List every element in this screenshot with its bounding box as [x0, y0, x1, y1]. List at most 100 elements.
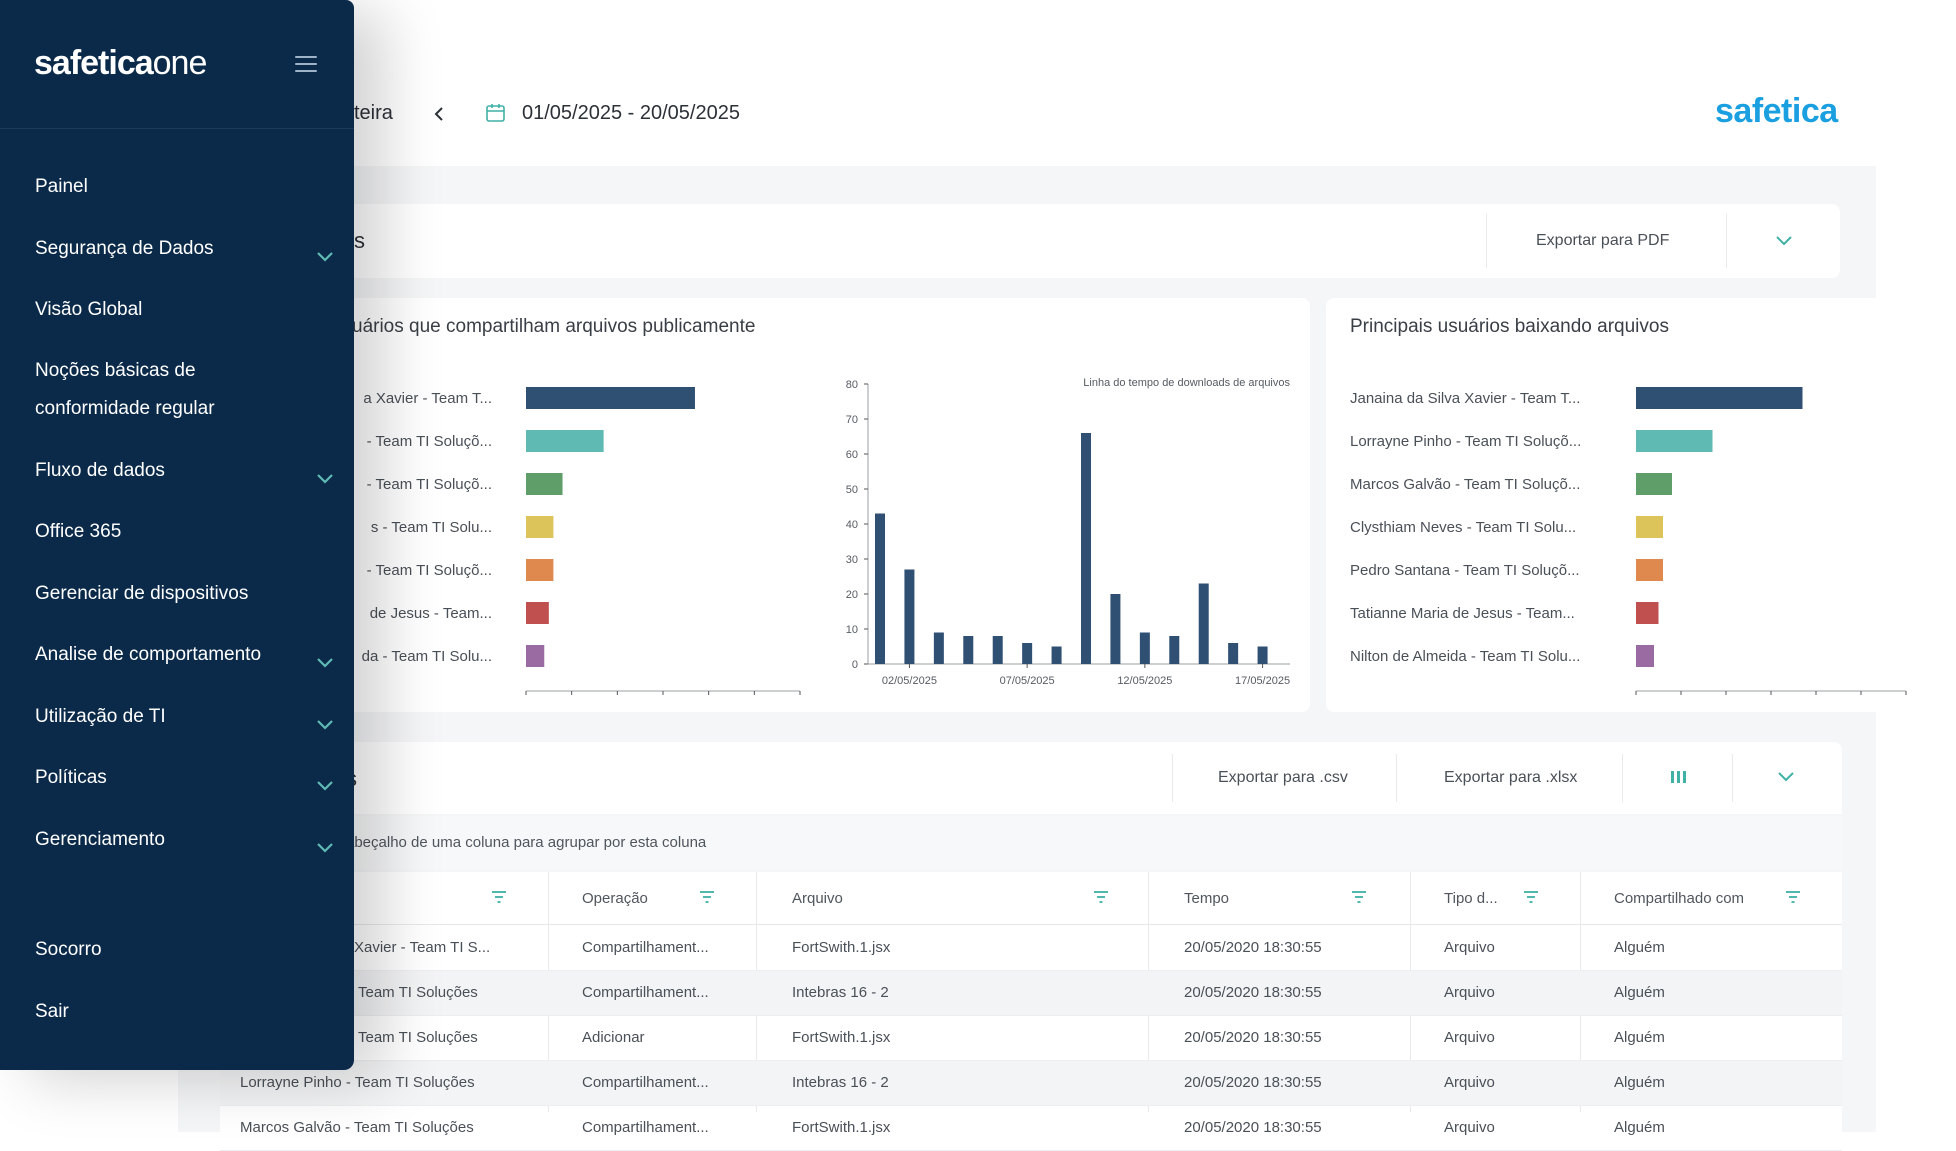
sidebar-item-gerenciar-de-dispositivos[interactable]: Gerenciar de dispositivos [35, 575, 335, 613]
table-cell: Alguém [1614, 1074, 1665, 1091]
chevron-down-icon [315, 769, 335, 791]
y-tick-label: Marcos Galvão - Team TI Soluçõ... [1350, 476, 1580, 493]
filter-icon[interactable] [1092, 889, 1110, 910]
bar [1636, 430, 1713, 452]
bar [1169, 636, 1180, 664]
export-csv-button[interactable]: Exportar para .csv [1218, 769, 1348, 786]
table-cell: FortSwith.1.jsx [792, 939, 891, 956]
y-tick-label: Janaina da Silva Xavier - Team T... [1350, 390, 1580, 407]
table-row[interactable]: Lorrayne Pinho - Team TI Soluções Compart… [220, 1061, 1842, 1106]
table-row[interactable]: Xavier - Team TI S... Compartilhament... F… [220, 926, 1842, 971]
table-cell: Arquivo [1444, 939, 1495, 956]
sidebar-item-label: Políticas [35, 767, 107, 788]
table-header-card: s Exportar para .csv Exportar para .xlsx [220, 742, 1842, 814]
bar [992, 636, 1003, 664]
table-cell: 20/05/2020 18:30:55 [1184, 939, 1322, 956]
group-by-drop-zone[interactable]: abeçalho de uma coluna para agrupar por … [220, 816, 1842, 870]
horizontal-bar-chart-downloads: Janaina da Silva Xavier - Team T... Lorra… [1350, 387, 1907, 695]
table-cell: Compartilhament... [582, 1119, 709, 1136]
y-tick-label: a Xavier - Team T... [363, 390, 492, 407]
y-tick-label: Clysthiam Neves - Team TI Solu... [1350, 519, 1576, 536]
sidebar-item-analise-de-comportamento[interactable]: Analise de comportamento [35, 636, 335, 674]
x-tick-label: 17/05/2025 [1235, 675, 1290, 687]
bar [1636, 516, 1663, 538]
view-selector-label[interactable]: teira [354, 102, 393, 124]
hamburger-menu-icon[interactable] [295, 56, 317, 72]
column-header[interactable]: Tipo d... [1444, 890, 1498, 907]
filter-icon[interactable] [1784, 889, 1802, 910]
chevron-down-icon[interactable] [1776, 768, 1796, 786]
calendar-icon[interactable] [485, 102, 507, 124]
horizontal-bar-chart-shared: a Xavier - Team T... - Team TI Soluçõ... -… [362, 387, 801, 695]
bar [1636, 473, 1672, 495]
y-tick-label: 20 [846, 589, 858, 601]
column-header[interactable]: Arquivo [792, 890, 843, 907]
column-header[interactable]: Tempo [1184, 890, 1230, 907]
chevron-down-icon[interactable] [1774, 232, 1794, 250]
sidebar-item-vis-o-global[interactable]: Visão Global [35, 291, 335, 329]
column-header[interactable]: Operação [582, 890, 648, 907]
sidebar-item-socorro[interactable]: Socorro [35, 939, 102, 960]
sidebar-item-label: Visão Global [35, 299, 143, 320]
column-header[interactable]: Compartilhado com [1614, 890, 1745, 907]
sidebar-item-office-365[interactable]: Office 365 [35, 513, 335, 551]
bar [526, 645, 545, 667]
export-xlsx-button[interactable]: Exportar para .xlsx [1444, 769, 1578, 786]
filter-icon[interactable] [1350, 889, 1368, 910]
filter-icon[interactable] [1522, 889, 1540, 910]
y-tick-label: 40 [846, 519, 858, 531]
filter-icon[interactable] [698, 889, 716, 910]
y-tick-label: - Team TI Soluçõ... [367, 562, 492, 579]
sidebar-item-fluxo-de-dados[interactable]: Fluxo de dados [35, 452, 335, 490]
table-row[interactable]: Team TI Soluções Adicionar FortSwith.1.jsx… [220, 1016, 1842, 1061]
table-cell: Lorrayne Pinho - Team TI Soluções [240, 1074, 475, 1091]
y-tick-label: - Team TI Soluçõ... [367, 433, 492, 450]
table-row[interactable]: Marcos Galvão - Team TI Soluções Comparti… [220, 1106, 1842, 1151]
sidebar-item-no-es-b-sicas-de-conformidade-regular[interactable]: Noções básicas de conformidade regular [35, 352, 335, 428]
columns-icon[interactable] [1668, 768, 1688, 786]
sidebar-item-label: Office 365 [35, 521, 122, 542]
table-cell: Team TI Soluções [358, 984, 478, 1001]
activity-table: Operação Arquivo Tempo Tipo d... Compartilha… [220, 872, 1842, 1151]
table-cell: 20/05/2020 18:30:55 [1184, 1119, 1322, 1136]
sidebar-item-label: Segurança de Dados [35, 238, 214, 259]
sidebar-item-label: Gerenciamento [35, 829, 165, 850]
y-tick-label: de Jesus - Team... [370, 605, 492, 622]
table-cell: Adicionar [582, 1029, 645, 1046]
table-cell: FortSwith.1.jsx [792, 1119, 891, 1136]
y-tick-label: 50 [846, 484, 858, 496]
sidebar-item-gerenciamento[interactable]: Gerenciamento [35, 821, 335, 859]
sidebar-item-label: Painel [35, 176, 88, 197]
bar [526, 516, 554, 538]
sidebar-item-seguran-a-de-dados[interactable]: Segurança de Dados [35, 230, 335, 268]
dashboard-header-card: s Exportar para PDF [340, 204, 1840, 278]
brand-logo: safeticaone [34, 44, 207, 82]
sidebar-item-pol-ticas[interactable]: Políticas [35, 759, 335, 797]
date-range-picker[interactable]: 01/05/2025 - 20/05/2025 [522, 102, 740, 124]
chevron-down-icon [315, 462, 335, 484]
chevron-down-icon [315, 708, 335, 730]
y-tick-label: 30 [846, 554, 858, 566]
bar [904, 569, 915, 664]
section-title: s [354, 228, 365, 253]
bar [1022, 643, 1033, 664]
y-tick-label: - Team TI Soluçõ... [367, 476, 492, 493]
top-downloaders-card: Principais usuários baixando arquivos [1326, 298, 1956, 712]
x-tick-label: 02/05/2025 [882, 675, 937, 687]
table-row[interactable]: Team TI Soluções Compartilhament... Intebr… [220, 971, 1842, 1016]
downloads-timeline-chart: 0 10 20 30 40 50 60 70 80 02/05/2025 07/05/2025 12/… [846, 377, 1291, 687]
table-cell: Compartilhament... [582, 939, 709, 956]
bar [1081, 433, 1091, 664]
sidebar-item-label: Noções básicas de conformidade regular [35, 360, 215, 419]
filter-icon[interactable] [490, 889, 508, 910]
table-cell: Arquivo [1444, 1119, 1495, 1136]
export-pdf-button[interactable]: Exportar para PDF [1536, 232, 1670, 249]
table-cell: 20/05/2020 18:30:55 [1184, 1029, 1322, 1046]
chevron-left-icon[interactable] [430, 104, 450, 124]
table-cell: Arquivo [1444, 1074, 1495, 1091]
sidebar-item-utiliza-o-de-ti[interactable]: Utilização de TI [35, 698, 335, 736]
sidebar-item-painel[interactable]: Painel [35, 168, 335, 206]
bar [1636, 387, 1803, 409]
sidebar-item-sair[interactable]: Sair [35, 1001, 69, 1022]
table-cell: Alguém [1614, 1029, 1665, 1046]
